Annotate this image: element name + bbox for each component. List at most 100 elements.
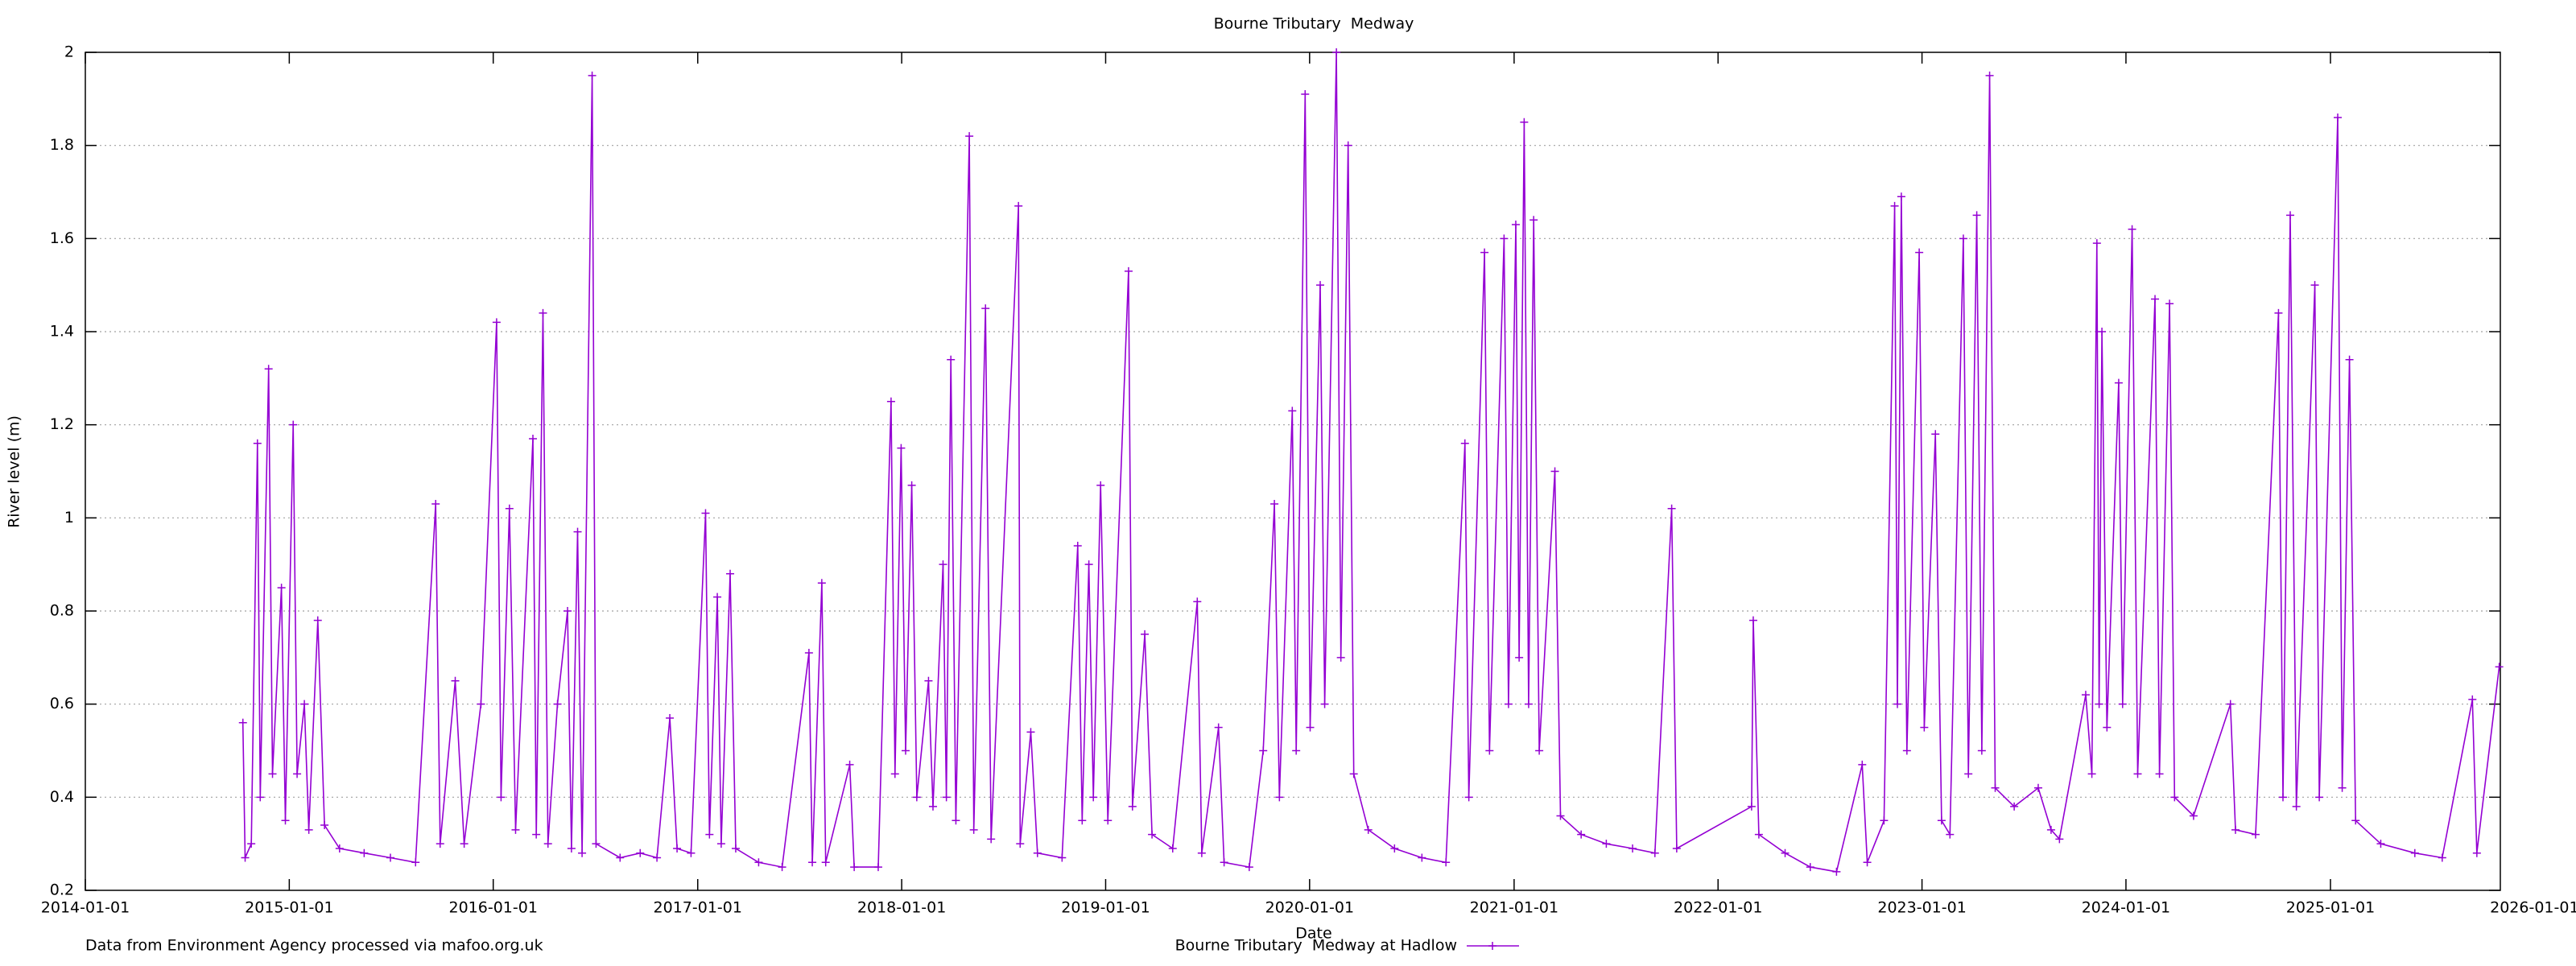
point-marker: [1301, 90, 1310, 99]
point-marker: [505, 504, 514, 513]
point-marker: [313, 616, 322, 625]
point-marker: [1937, 816, 1946, 825]
point-marker: [1485, 746, 1494, 755]
point-marker: [1915, 248, 1924, 257]
point-marker: [850, 863, 859, 872]
point-marker: [713, 592, 722, 601]
point-marker: [2081, 691, 2090, 700]
y-tick-label: 1.2: [50, 415, 74, 433]
point-marker: [726, 569, 735, 578]
point-marker: [804, 649, 813, 658]
point-marker: [2495, 663, 2504, 671]
point-marker: [939, 560, 947, 569]
point-marker: [431, 499, 440, 508]
point-marker: [497, 793, 506, 802]
point-marker: [1320, 700, 1329, 708]
point-marker: [528, 435, 537, 444]
y-tick-label: 0.8: [50, 602, 74, 620]
x-tick-label: 2019-01-01: [1061, 899, 1150, 917]
point-marker: [1270, 499, 1279, 508]
point-marker: [253, 439, 262, 448]
point-marker: [1964, 770, 1973, 778]
point-marker: [1863, 858, 1872, 867]
point-marker: [987, 835, 996, 844]
point-marker: [2286, 211, 2295, 220]
point-marker: [1667, 504, 1676, 513]
point-marker: [1096, 481, 1105, 489]
point-marker: [1016, 840, 1025, 848]
point-marker: [2315, 793, 2324, 802]
point-marker: [1193, 597, 1202, 606]
point-marker: [588, 71, 597, 80]
point-marker: [2351, 816, 2360, 825]
point-marker: [1520, 118, 1529, 126]
point-marker: [268, 770, 277, 778]
point-marker: [701, 509, 710, 518]
point-marker: [2468, 695, 2477, 704]
point-marker: [754, 858, 763, 867]
source-note: Data from Environment Agency processed v…: [85, 937, 543, 955]
point-marker: [1442, 858, 1451, 867]
point-marker: [2251, 830, 2260, 839]
point-marker: [1781, 848, 1790, 857]
point-marker: [1535, 746, 1544, 755]
point-marker: [1220, 858, 1228, 867]
point-marker: [981, 304, 990, 313]
point-marker: [289, 420, 298, 429]
point-marker: [1806, 863, 1814, 872]
point-marker: [845, 760, 854, 769]
point-marker: [969, 825, 978, 834]
point-marker: [1148, 830, 1157, 839]
legend-label: Bourne Tributary Medway at Hadlow: [1175, 937, 1457, 955]
x-tick-label: 2018-01-01: [857, 899, 946, 917]
point-marker: [928, 802, 937, 811]
point-marker: [2092, 239, 2101, 248]
point-marker: [1897, 192, 1905, 201]
point-marker: [1026, 728, 1035, 737]
point-marker: [1460, 439, 1469, 448]
point-marker: [238, 718, 247, 727]
point-marker: [451, 676, 460, 685]
point-marker: [511, 825, 520, 834]
point-marker: [300, 700, 309, 708]
point-marker: [705, 830, 714, 839]
point-marker: [553, 700, 562, 708]
point-marker: [1245, 863, 1253, 872]
point-marker: [636, 848, 645, 857]
point-marker: [2095, 700, 2103, 708]
point-marker: [817, 579, 826, 588]
point-marker: [1349, 770, 1358, 778]
point-marker: [1972, 211, 1981, 220]
point-marker: [1902, 746, 1911, 755]
point-marker: [360, 848, 369, 857]
point-marker: [1141, 630, 1150, 638]
point-marker: [2189, 811, 2198, 820]
point-marker: [2103, 723, 2112, 732]
point-marker: [1316, 281, 1325, 290]
plot-frame: [85, 52, 2501, 891]
point-marker: [1893, 700, 1902, 708]
point-marker: [1089, 793, 1098, 802]
point-marker: [2133, 770, 2142, 778]
x-tick-label: 2020-01-01: [1265, 899, 1354, 917]
point-marker: [778, 863, 786, 872]
point-marker: [1602, 840, 1611, 848]
point-marker: [1058, 853, 1067, 862]
point-marker: [687, 848, 696, 857]
series-line: [242, 52, 2500, 873]
point-marker: [1890, 201, 1899, 210]
point-marker: [1530, 216, 1538, 225]
point-marker: [912, 793, 921, 802]
point-marker: [890, 770, 899, 778]
point-marker: [241, 853, 250, 862]
point-marker: [1577, 830, 1586, 839]
x-tick-label: 2022-01-01: [1674, 899, 1762, 917]
point-marker: [1500, 234, 1509, 243]
point-marker: [2151, 295, 2160, 303]
point-marker: [460, 840, 469, 848]
point-marker: [1629, 844, 1637, 852]
point-marker: [947, 355, 956, 364]
point-marker: [2292, 802, 2301, 811]
